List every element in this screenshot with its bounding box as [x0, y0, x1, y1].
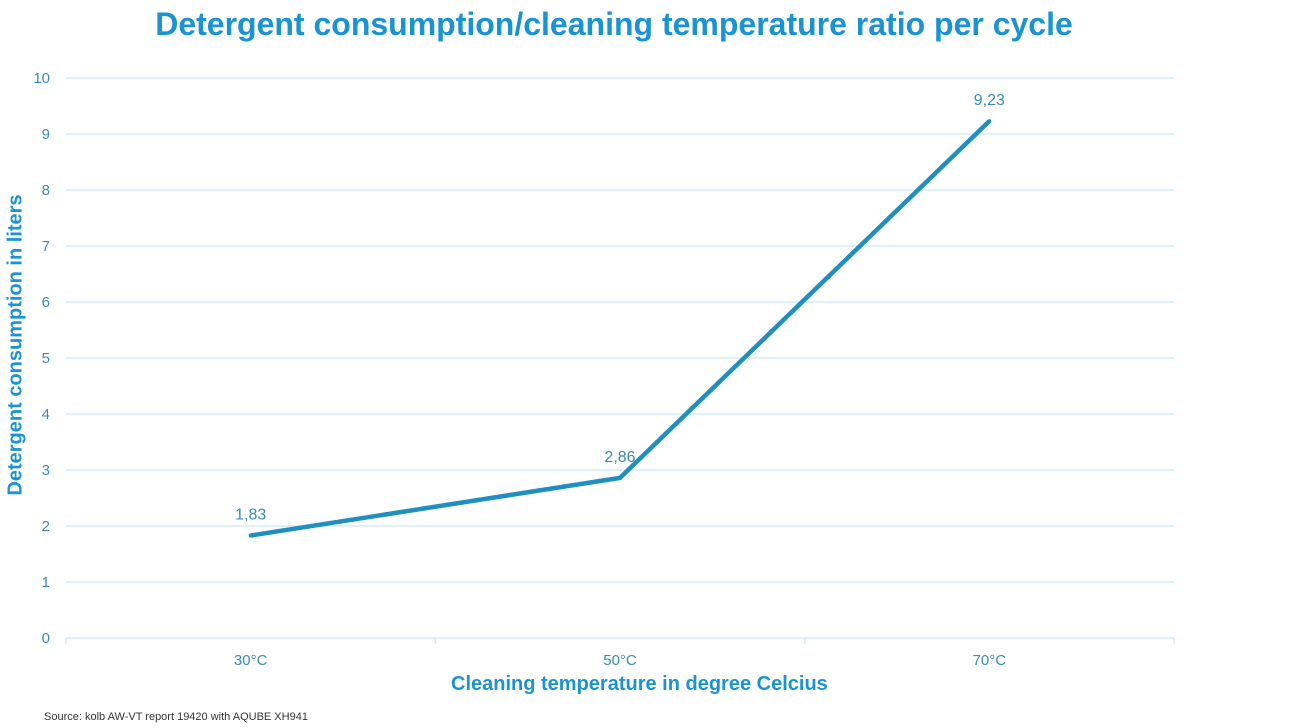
x-tick-label: 70°C	[973, 652, 1007, 669]
data-point	[987, 119, 992, 124]
x-axis	[65, 637, 1175, 644]
source-note: Source: kolb AW-VT report 19420 with AQU…	[44, 711, 308, 723]
y-tick-label: 9	[42, 126, 50, 143]
y-tick-label: 6	[42, 294, 50, 311]
series-line	[250, 119, 991, 538]
data-labels: 1,83 2,86 9,23	[235, 92, 1005, 523]
series-line-group	[248, 119, 992, 538]
y-tick-label: 4	[42, 406, 50, 423]
y-tick-label: 10	[33, 70, 50, 87]
y-tick-label: 5	[42, 350, 50, 367]
data-label: 1,83	[235, 507, 266, 524]
y-tick-label: 7	[42, 238, 50, 255]
y-tick-label: 8	[42, 182, 50, 199]
data-point	[248, 533, 253, 538]
y-axis-title: Detergent consumption in liters	[4, 194, 27, 496]
gridlines	[66, 77, 1174, 583]
y-axis-ticks: 0 1 2 3 4 5 6 7 8 9 10	[33, 70, 50, 647]
data-label: 2,86	[604, 449, 635, 466]
x-axis-title: Cleaning temperature in degree Celcius	[451, 673, 828, 695]
y-tick-label: 3	[42, 462, 50, 479]
y-tick-label: 0	[42, 630, 50, 647]
data-label: 9,23	[974, 92, 1005, 109]
y-tick-label: 2	[42, 518, 50, 535]
chart-title: Detergent consumption/cleaning temperatu…	[155, 6, 1073, 42]
data-point	[618, 475, 622, 480]
x-tick-label: 50°C	[603, 652, 637, 669]
x-tick-label: 30°C	[234, 652, 268, 669]
y-tick-label: 1	[42, 574, 50, 591]
x-axis-ticks: 30°C 50°C 70°C	[234, 652, 1006, 669]
